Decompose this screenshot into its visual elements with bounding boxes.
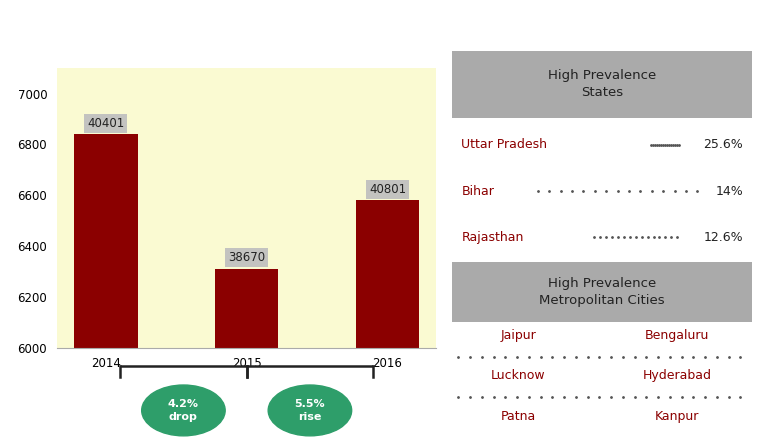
Text: 4.2%
drop: 4.2% drop [168, 399, 199, 422]
Text: 5.5%
rise: 5.5% rise [294, 399, 325, 422]
Text: 40801: 40801 [369, 183, 406, 196]
Bar [215, 269, 279, 348]
Text: Crimes/Atrocities Against Persons of Scheduled Caste: Crimes/Atrocities Against Persons of Sch… [95, 16, 664, 35]
Text: Lucknow: Lucknow [491, 370, 546, 382]
Text: Rajasthan: Rajasthan [461, 231, 524, 244]
Ellipse shape [142, 385, 225, 436]
Bar [356, 200, 419, 348]
Text: Uttar Pradesh: Uttar Pradesh [461, 139, 547, 151]
FancyBboxPatch shape [452, 51, 752, 118]
Text: Kanpur: Kanpur [655, 410, 699, 423]
Text: Jaipur: Jaipur [500, 329, 536, 342]
Text: 12.6%: 12.6% [704, 231, 743, 244]
Text: Hyderabad: Hyderabad [643, 370, 712, 382]
Text: 40401: 40401 [87, 117, 124, 130]
Text: Bengaluru: Bengaluru [645, 329, 710, 342]
FancyBboxPatch shape [452, 262, 752, 322]
Text: High Prevalence
Metropolitan Cities: High Prevalence Metropolitan Cities [540, 277, 665, 307]
Text: High Prevalence
States: High Prevalence States [548, 69, 657, 99]
Bar [74, 134, 137, 348]
Text: 38670: 38670 [228, 251, 265, 264]
Text: Bihar: Bihar [461, 185, 494, 198]
Text: 25.6%: 25.6% [704, 139, 743, 151]
Text: 14%: 14% [716, 185, 743, 198]
Ellipse shape [268, 385, 351, 436]
Text: Patna: Patna [501, 410, 536, 423]
